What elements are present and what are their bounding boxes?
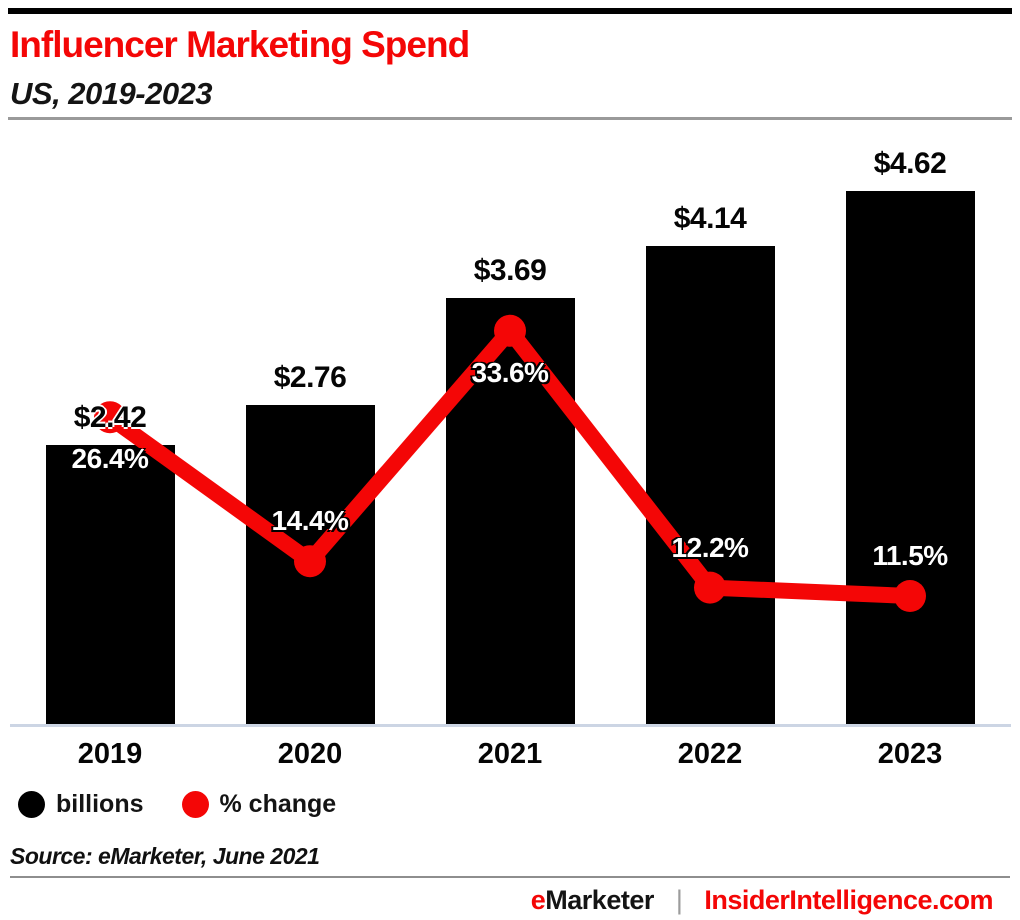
- top-rule: [8, 8, 1012, 14]
- pct-value-label-2020: 14.4%: [271, 505, 349, 537]
- legend-item-change: % change: [181, 790, 337, 819]
- bar-2020: [245, 405, 375, 724]
- bar-2023: [845, 191, 975, 724]
- legend-swatch-icon: [18, 791, 45, 818]
- emarketer-logo-rest: Marketer: [545, 885, 654, 915]
- emarketer-logo: eMarketer: [530, 885, 655, 915]
- bar-2022: [645, 246, 775, 724]
- bar-value-label-2021: $3.69: [473, 254, 547, 287]
- legend-swatch-icon: [181, 791, 209, 818]
- footer-brand-bar: eMarketer | InsiderIntelligence.com: [530, 884, 994, 916]
- bar-value-label-2019: $2.42: [73, 401, 147, 434]
- bar-value-label-2020: $2.76: [273, 361, 347, 394]
- x-axis-label-2019: 2019: [77, 738, 143, 770]
- pct-value-label-2022: 12.2%: [671, 531, 749, 563]
- emarketer-logo-e: e: [530, 885, 546, 915]
- chart-title: Influencer Marketing Spend: [10, 24, 470, 65]
- legend-label: billions: [56, 790, 144, 818]
- legend-item-billions: billions: [18, 790, 144, 819]
- bar-2019: [45, 445, 175, 724]
- footer-divider: [10, 876, 1010, 878]
- bar-value-label-2023: $4.62: [873, 147, 947, 180]
- source-note: Source: eMarketer, June 2021: [10, 843, 320, 869]
- chart-subtitle: US, 2019-2023: [10, 76, 213, 111]
- x-axis-label-2020: 2020: [277, 738, 343, 770]
- footer-separator: |: [675, 885, 683, 915]
- pct-value-label-2021: 33.6%: [471, 356, 549, 388]
- header-divider: [8, 117, 1012, 120]
- pct-value-label-2023: 11.5%: [872, 540, 948, 571]
- x-axis-label-2021: 2021: [477, 738, 543, 770]
- pct-value-label-2019: 26.4%: [71, 443, 149, 475]
- x-axis-label-2023: 2023: [877, 738, 943, 770]
- x-axis-label-2022: 2022: [677, 738, 743, 770]
- bar-value-label-2022: $4.14: [673, 202, 747, 235]
- legend: billions % change: [18, 790, 336, 819]
- legend-label: % change: [219, 790, 337, 818]
- insider-intelligence-link[interactable]: InsiderIntelligence.com: [704, 885, 993, 915]
- x-axis-line: [10, 724, 1011, 727]
